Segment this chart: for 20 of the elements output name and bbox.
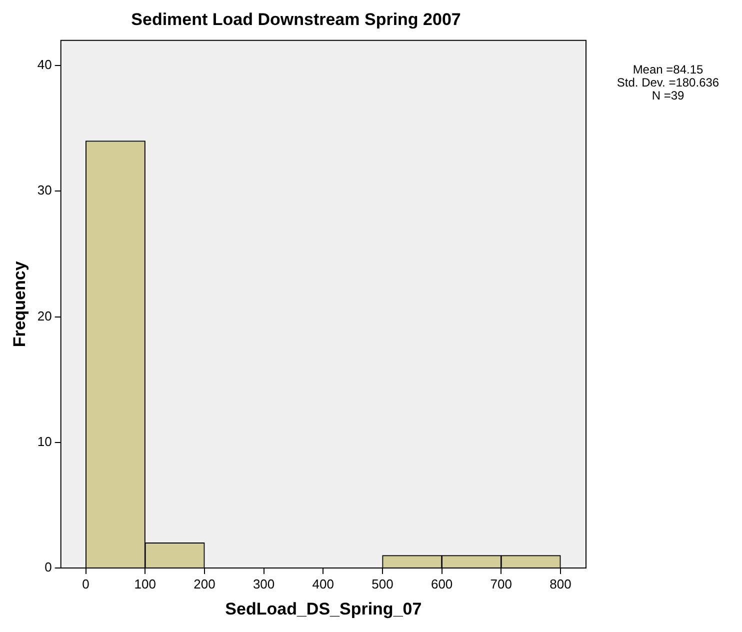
text: Std. Dev. =180.636 [616,75,720,90]
y-tick-label: 20 [37,308,52,324]
y-tick-label: 40 [37,57,52,72]
y-tick-label: 30 [37,182,52,198]
text: N =39 [652,88,684,102]
x-tick-label: 300 [252,576,275,592]
x-tick-label: 800 [550,576,572,592]
y-axis-title: Frequency [10,260,29,348]
x-tick-label: 400 [312,576,334,592]
x-tick-label: 600 [430,576,453,592]
x-tick-label: 700 [490,576,512,592]
x-axis-title: SedLoad_DS_Spring_07 [225,599,422,618]
text: Mean =84.15 [632,62,704,76]
y-tick-label: 10 [37,434,52,449]
y-tick-label: 0 [44,560,52,575]
x-tick-label: 100 [134,576,156,592]
chart-title: Sediment Load Downstream Spring 2007 [131,10,461,29]
x-tick-label: 500 [372,576,394,592]
x-tick-label: 0 [82,576,90,592]
x-tick-label: 200 [194,576,216,592]
